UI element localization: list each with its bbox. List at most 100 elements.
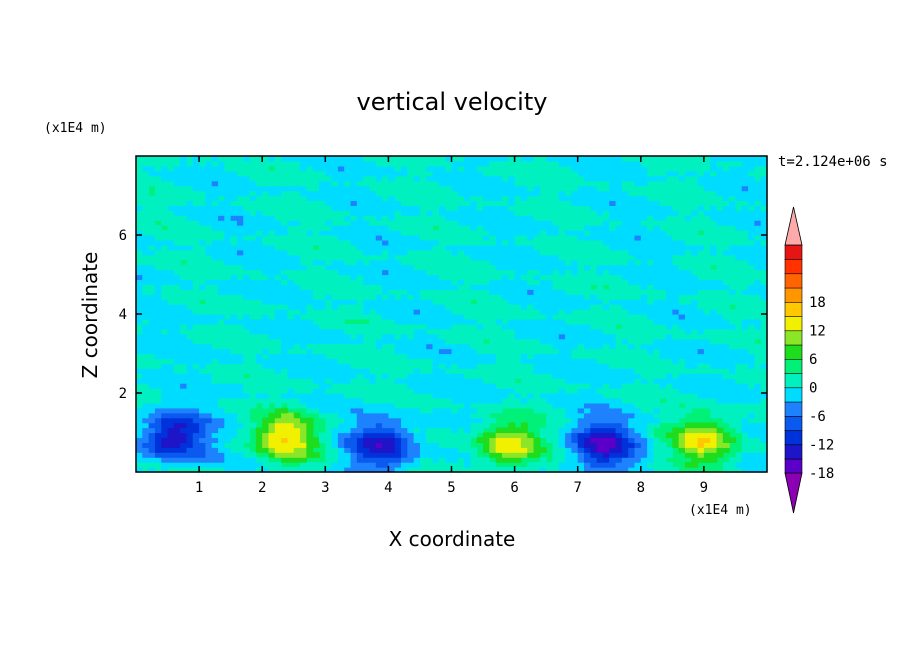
field-cell bbox=[539, 284, 547, 290]
field-cell bbox=[571, 284, 579, 290]
field-cell bbox=[445, 215, 453, 221]
field-cell bbox=[539, 368, 547, 374]
field-cell bbox=[356, 175, 364, 182]
field-cell bbox=[476, 333, 484, 340]
field-cell bbox=[262, 427, 270, 434]
field-cell bbox=[154, 343, 162, 350]
field-cell bbox=[514, 397, 522, 404]
field-cell bbox=[356, 180, 364, 187]
field-cell bbox=[520, 254, 528, 261]
field-cell bbox=[249, 373, 257, 379]
field-cell bbox=[419, 274, 427, 281]
field-cell bbox=[615, 397, 623, 404]
field-cell bbox=[419, 427, 427, 434]
field-cell bbox=[199, 417, 207, 424]
field-cell bbox=[363, 160, 371, 167]
field-cell bbox=[350, 230, 358, 236]
field-cell bbox=[293, 185, 301, 192]
field-cell bbox=[186, 175, 194, 182]
field-cell bbox=[394, 388, 402, 394]
field-cell bbox=[590, 437, 598, 443]
field-cell bbox=[451, 368, 459, 374]
field-cell bbox=[584, 393, 591, 399]
field-cell bbox=[136, 160, 143, 167]
field-cell bbox=[470, 235, 478, 241]
field-cell bbox=[546, 467, 554, 473]
field-cell bbox=[199, 249, 207, 256]
field-cell bbox=[274, 190, 282, 197]
field-cell bbox=[628, 427, 636, 434]
field-cell bbox=[552, 185, 560, 192]
field-cell bbox=[186, 299, 194, 305]
field-cell bbox=[344, 467, 352, 473]
field-cell bbox=[552, 363, 560, 369]
field-cell bbox=[199, 358, 207, 364]
field-cell bbox=[154, 412, 162, 419]
field-cell bbox=[331, 373, 339, 379]
field-cell bbox=[369, 205, 377, 211]
field-cell bbox=[306, 205, 314, 211]
field-cell bbox=[325, 274, 333, 281]
field-cell bbox=[615, 215, 623, 221]
field-cell bbox=[552, 284, 560, 290]
field-cell bbox=[249, 368, 257, 374]
field-cell bbox=[173, 210, 181, 216]
field-cell bbox=[192, 289, 200, 295]
field-cell bbox=[211, 422, 219, 429]
field-cell bbox=[293, 373, 301, 379]
field-cell bbox=[161, 328, 169, 335]
field-cell bbox=[173, 388, 181, 394]
field-cell bbox=[255, 264, 263, 271]
field-cell bbox=[533, 452, 541, 458]
field-cell bbox=[489, 200, 497, 206]
field-cell bbox=[495, 353, 503, 360]
field-cell bbox=[634, 309, 642, 315]
field-cell bbox=[539, 338, 547, 345]
field-cell bbox=[628, 402, 636, 409]
field-cell bbox=[173, 333, 181, 340]
field-cell bbox=[173, 220, 181, 226]
field-cell bbox=[577, 309, 585, 315]
field-cell bbox=[634, 200, 642, 206]
field-cell bbox=[382, 190, 389, 197]
field-cell bbox=[350, 304, 358, 310]
field-cell bbox=[236, 269, 244, 276]
field-cell bbox=[199, 328, 207, 335]
field-cell bbox=[539, 314, 547, 320]
field-cell bbox=[192, 264, 200, 271]
field-cell bbox=[199, 353, 207, 360]
field-cell bbox=[205, 328, 213, 335]
field-cell bbox=[476, 393, 484, 399]
field-cell bbox=[419, 195, 427, 202]
field-cell bbox=[584, 467, 591, 473]
field-cell bbox=[514, 156, 522, 162]
field-cell bbox=[602, 235, 610, 241]
field-cell bbox=[211, 373, 219, 379]
field-cell bbox=[161, 195, 169, 202]
field-cell bbox=[565, 353, 572, 360]
field-cell bbox=[325, 397, 333, 404]
field-cell bbox=[369, 417, 377, 424]
field-cell bbox=[344, 254, 352, 261]
field-cell bbox=[432, 239, 440, 246]
field-cell bbox=[514, 348, 522, 355]
field-cell bbox=[167, 205, 175, 211]
field-cell bbox=[180, 323, 188, 330]
field-cell bbox=[584, 328, 591, 335]
field-cell bbox=[495, 220, 503, 226]
field-cell bbox=[514, 457, 522, 463]
field-cell bbox=[596, 264, 604, 271]
field-cell bbox=[300, 180, 307, 187]
field-cell bbox=[161, 156, 169, 162]
field-cell bbox=[186, 348, 194, 355]
field-cell bbox=[615, 363, 623, 369]
field-cell bbox=[470, 412, 478, 419]
field-cell bbox=[199, 180, 207, 187]
field-cell bbox=[363, 407, 371, 414]
field-cell bbox=[281, 269, 289, 276]
field-cell bbox=[255, 447, 263, 453]
field-cell bbox=[464, 383, 472, 389]
field-cell bbox=[621, 437, 629, 443]
field-cell bbox=[255, 205, 263, 211]
field-cell bbox=[268, 388, 276, 394]
